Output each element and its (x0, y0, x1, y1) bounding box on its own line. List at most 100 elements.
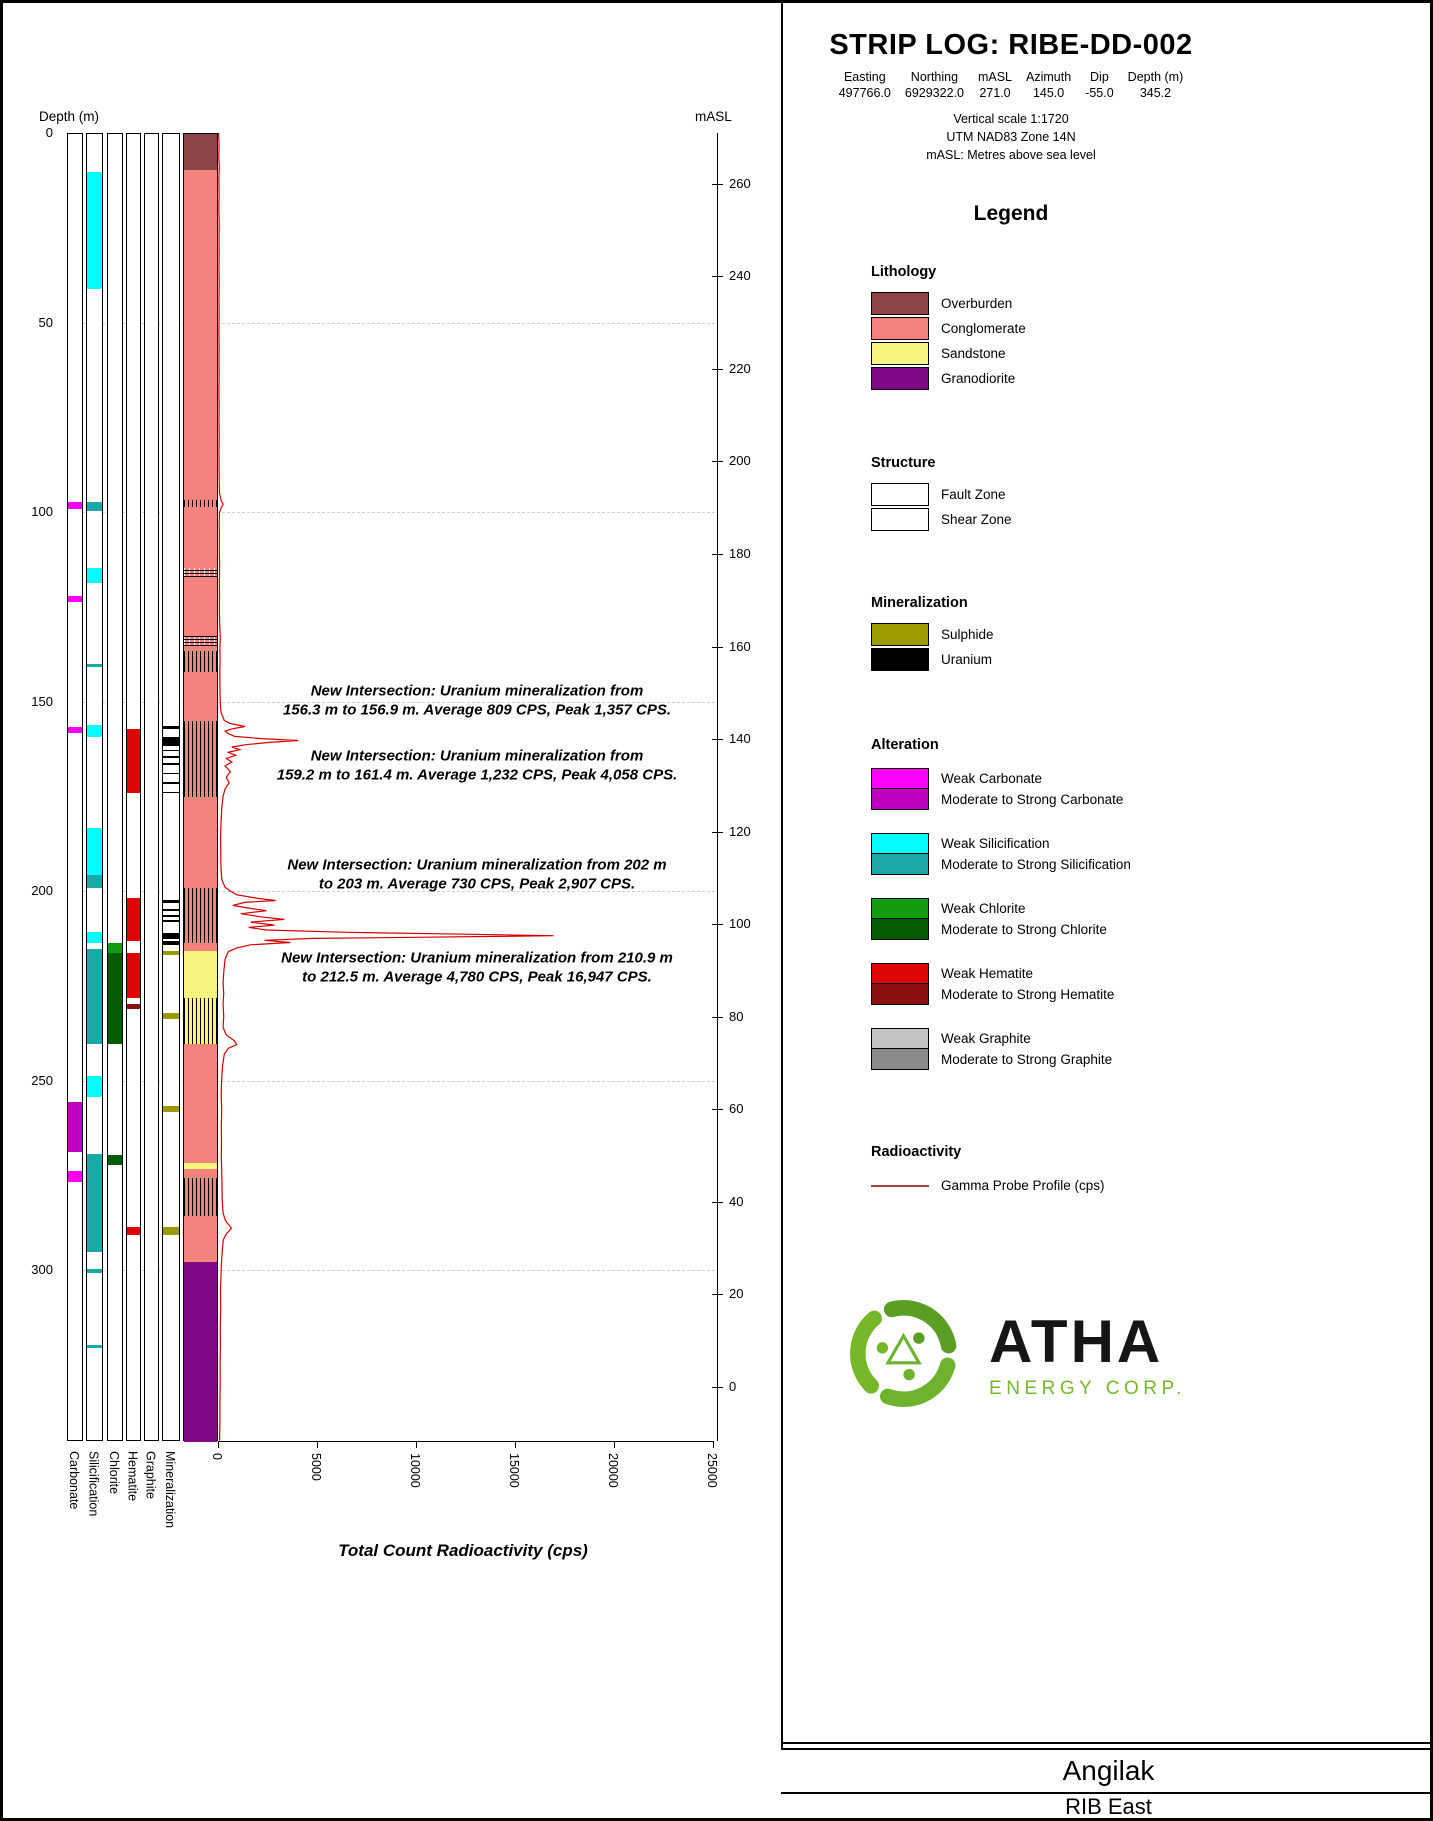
intersection-annotation: New Intersection: Uranium mineralization… (276, 747, 678, 784)
sulphide-swatch (871, 623, 929, 646)
mineralization-interval (163, 920, 179, 923)
project-name: Angilak (1062, 1755, 1155, 1786)
track-label-graphite: Graphite (143, 1451, 158, 1500)
legend-label: Overburden (941, 296, 1013, 311)
meta-azimuth: Azimuth 145.0 (1026, 70, 1072, 100)
track-graphite (144, 133, 159, 1442)
legend-label: Sulphide (941, 627, 994, 642)
masl-tick-label: 40 (729, 1193, 744, 1209)
silicification-interval (87, 1153, 102, 1253)
meta-northing: Northing 6929322.0 (904, 70, 964, 100)
collar-info-table: Easting 497766.0 Northing 6929322.0 mASL… (801, 70, 1221, 100)
silicification-interval (87, 1075, 102, 1097)
legend-section-radioactivity: Radioactivity Gamma Probe Profile (cps) (871, 1144, 1105, 1195)
legend-item-gamma-profile: Gamma Probe Profile (cps) (871, 1178, 1105, 1193)
depth-tick-label: 150 (31, 693, 53, 709)
masl-tick-label: 60 (729, 1101, 744, 1117)
scale-notes: Vertical scale 1:1720 UTM NAD83 Zone 14N… (801, 110, 1221, 164)
track-chlorite (107, 133, 123, 1442)
masl-tick (712, 1016, 723, 1018)
masl-tick-label: 80 (729, 1008, 744, 1024)
alteration-pair-silicification: Weak Silicification Moderate to Strong S… (871, 833, 1131, 875)
weak-carbonate-swatch (871, 768, 929, 789)
chlorite-interval (108, 952, 122, 1044)
mineralization-interval (163, 914, 179, 917)
silicification-interval (87, 1269, 102, 1273)
cps-tick-label: 15000 (507, 1453, 521, 1489)
note-scale: Vertical scale 1:1720 (953, 112, 1069, 126)
masl-tick (712, 554, 723, 555)
legend-label: Weak Silicification (941, 836, 1050, 851)
strong-silicification-swatch (871, 854, 929, 875)
track-label-carbonate: Carbonate (67, 1451, 81, 1510)
fault-zone-overlay (184, 1178, 217, 1217)
gamma-line-swatch (871, 1184, 929, 1187)
legend-label: Conglomerate (941, 321, 1026, 336)
masl-tick (712, 1201, 723, 1203)
mineralization-interval (163, 909, 179, 911)
masl-tick (712, 1109, 723, 1111)
legend-section-alteration: Alteration Weak Carbonate Moderate to St… (871, 737, 1131, 1093)
masl-tick-label: 260 (729, 175, 751, 191)
masl-tick (712, 183, 723, 185)
uranium-swatch (871, 648, 929, 671)
meta-easting: Easting 497766.0 (838, 70, 891, 100)
fault-zone-overlay (184, 651, 217, 673)
masl-tick-label: 140 (729, 731, 751, 747)
alteration-pair-chlorite: Weak Chlorite Moderate to Strong Chlorit… (871, 898, 1131, 940)
mineralization-interval (163, 782, 179, 784)
legend-label: Moderate to Strong Chlorite (941, 922, 1107, 937)
cps-tick-label: 10000 (408, 1453, 422, 1489)
legend-label: Shear Zone (941, 512, 1012, 527)
legend-item-uranium: Uranium (871, 648, 994, 671)
legend-item-shear-zone: Shear Zone (871, 508, 1012, 531)
logo-company-name: ATHA (989, 1308, 1164, 1375)
mineralization-interval (163, 756, 179, 758)
cps-tick-label: 0 (210, 1453, 224, 1461)
masl-tick-label: 220 (729, 360, 751, 376)
fault-zone-overlay (184, 888, 217, 944)
shear-zone-swatch (871, 508, 929, 531)
mineralization-interval (163, 1106, 179, 1112)
track-label-silicification: Silicification (86, 1451, 101, 1517)
legend-label: Sandstone (941, 346, 1006, 361)
legend-item-fault-zone: Fault Zone (871, 483, 1012, 506)
mineralization-heading: Mineralization (871, 595, 968, 611)
masl-tick (712, 1386, 723, 1388)
area-name: RIB East (781, 1792, 1430, 1818)
lithology-interval (184, 1162, 217, 1169)
note-utm: UTM NAD83 Zone 14N (946, 130, 1076, 145)
company-logo: ATHA ENERGY CORP. (801, 1286, 1221, 1426)
intersection-annotation: New Intersection: Uranium mineralization… (287, 856, 667, 893)
strong-hematite-swatch (871, 984, 929, 1005)
legend-label: Weak Chlorite (941, 901, 1026, 916)
silicification-interval (87, 663, 102, 667)
silicification-interval (87, 948, 102, 1044)
legend-section-mineralization: Mineralization Sulphide Uranium (871, 595, 994, 673)
meta-depth: Depth (m) 345.2 (1127, 70, 1184, 100)
shear-zone-overlay (184, 567, 217, 578)
alteration-pair-hematite: Weak Hematite Moderate to Strong Hematit… (871, 963, 1131, 1005)
mineralization-interval (163, 1013, 179, 1019)
masl-tick-label: 120 (729, 823, 751, 839)
hematite-interval (127, 952, 140, 999)
mineralization-interval (163, 737, 179, 746)
mineralization-interval (163, 933, 179, 940)
legend-label: Moderate to Strong Graphite (941, 1052, 1113, 1067)
lithology-interval (184, 1261, 217, 1443)
track-label-hematite: Hematite (125, 1451, 140, 1502)
masl-tick (712, 739, 723, 741)
lithology-interval (184, 170, 217, 951)
overburden-swatch (871, 292, 929, 315)
weak-chlorite-swatch (871, 898, 929, 919)
track-hematite (126, 133, 141, 1442)
alteration-heading: Alteration (871, 737, 939, 753)
silicification-interval (87, 501, 102, 512)
strong-graphite-swatch (871, 1049, 929, 1070)
chlorite-interval (108, 943, 122, 953)
legend-label: Fault Zone (941, 487, 1006, 502)
track-label-chlorite: Chlorite (107, 1451, 121, 1495)
legend-label: Moderate to Strong Hematite (941, 987, 1115, 1002)
silicification-interval (87, 931, 102, 944)
weak-graphite-swatch (871, 1028, 929, 1049)
